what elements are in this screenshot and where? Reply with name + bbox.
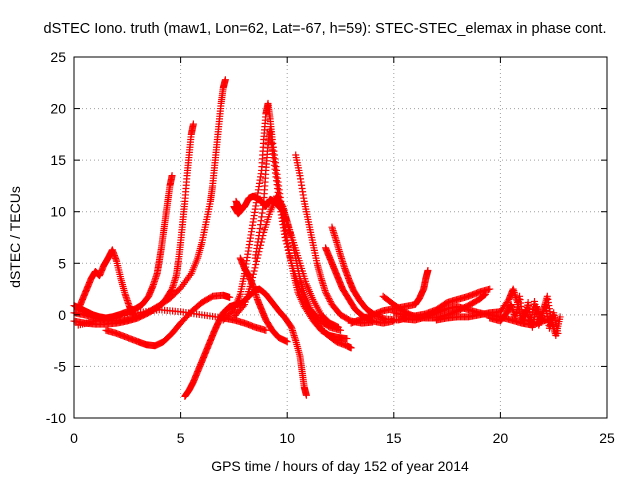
data-point: [343, 335, 351, 343]
x-axis-label: GPS time / hours of day 152 of year 2014: [211, 458, 469, 474]
data-point: [324, 293, 332, 301]
x-tick-label: 15: [386, 430, 402, 446]
y-tick-label: 15: [50, 152, 66, 168]
series-2: [70, 120, 197, 328]
data-point: [238, 205, 246, 213]
data-point: [283, 338, 291, 346]
data-point: [283, 243, 291, 251]
data-point: [286, 253, 294, 261]
data-point: [302, 391, 310, 399]
data-point: [167, 286, 175, 294]
data-point: [168, 172, 176, 180]
x-tick-label: 5: [177, 430, 185, 446]
data-point: [283, 240, 291, 248]
data-point: [556, 313, 564, 321]
data-point: [554, 329, 562, 337]
y-tick-label: 5: [58, 255, 66, 271]
y-tick-labels: -10 -5 0 5 10 15 20 25: [46, 49, 66, 426]
data-point: [424, 267, 432, 275]
data-point: [252, 261, 260, 269]
series-20: [400, 303, 558, 329]
data-point: [326, 296, 334, 304]
data-point: [221, 76, 229, 84]
data-point: [262, 326, 270, 334]
y-tick-label: 20: [50, 101, 66, 117]
data-point: [334, 323, 342, 331]
data-point: [550, 314, 558, 322]
series-6: [74, 306, 270, 334]
y-tick-label: -10: [46, 410, 66, 426]
data-points: [70, 76, 564, 400]
plot-frame: [73, 56, 608, 419]
series-21: [236, 254, 291, 346]
data-point: [239, 302, 247, 310]
data-point: [189, 120, 197, 128]
x-tick-label: 20: [493, 430, 509, 446]
series-1: [70, 172, 176, 322]
data-point: [251, 264, 259, 272]
x-tick-labels: 0 5 10 15 20 25: [70, 430, 615, 446]
data-point: [323, 291, 331, 299]
y-tick-label: 0: [58, 307, 66, 323]
y-tick-label: 10: [50, 204, 66, 220]
x-tick-label: 0: [70, 430, 78, 446]
series-11: [251, 125, 355, 352]
x-tick-label: 25: [599, 430, 615, 446]
series-22: [230, 203, 246, 218]
data-point: [250, 267, 258, 275]
data-point: [285, 250, 293, 258]
data-point: [253, 257, 261, 265]
y-tick-label: 25: [50, 49, 66, 65]
axis-ticks: [73, 56, 608, 419]
data-point: [284, 246, 292, 254]
data-point: [325, 294, 333, 302]
data-point: [486, 285, 494, 293]
y-axis-label: dSTEC / TECUs: [7, 186, 23, 288]
grid-lines: [74, 57, 607, 418]
chart-title: dSTEC Iono. truth (maw1, Lon=62, Lat=-67…: [44, 21, 607, 37]
data-point: [347, 344, 355, 352]
data-point: [281, 234, 289, 241]
data-point: [287, 256, 295, 264]
data-point: [226, 293, 234, 301]
data-point: [282, 237, 290, 245]
data-point: [322, 290, 330, 298]
x-tick-label: 10: [279, 430, 295, 446]
y-tick-label: -5: [54, 358, 67, 374]
data-point: [326, 297, 334, 305]
series-13: [322, 244, 398, 327]
data-point: [322, 288, 330, 296]
